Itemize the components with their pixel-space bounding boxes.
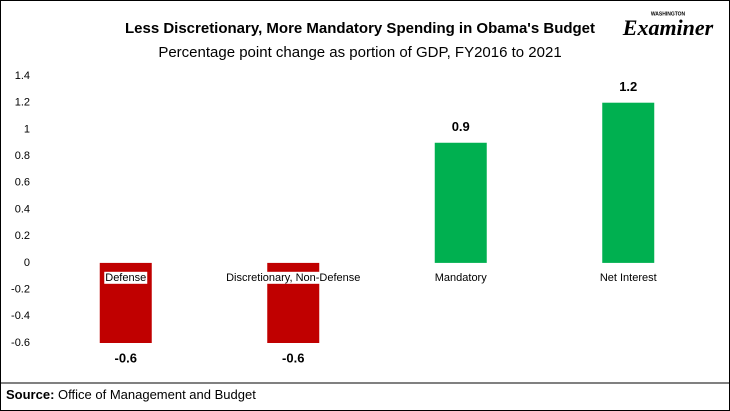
value-label: -0.6	[282, 350, 304, 365]
source-label: Source:	[6, 387, 54, 402]
x-tick-label: Net Interest	[600, 272, 657, 284]
y-tick-label: -0.4	[11, 310, 30, 322]
y-tick-label: 0.8	[15, 150, 30, 162]
x-tick-label: Defense	[105, 272, 146, 284]
x-tick-label-bg	[598, 271, 658, 284]
bar	[434, 142, 487, 263]
y-tick-label: 0.6	[15, 177, 30, 189]
x-tick-label: Mandatory	[435, 272, 487, 284]
value-label: 1.2	[619, 79, 637, 94]
x-tick-label-bg	[104, 271, 148, 284]
x-tick-label-bg	[225, 271, 362, 284]
source-text: Office of Management and Budget	[58, 387, 256, 402]
y-tick-label: 1	[24, 123, 30, 135]
y-tick-label: -0.6	[11, 337, 30, 349]
logo-name: Examiner	[622, 15, 714, 40]
y-tick-label: 0.4	[15, 203, 30, 215]
y-tick-label: -0.2	[11, 284, 30, 296]
value-label: -0.6	[115, 350, 137, 365]
y-tick-label: 0	[24, 257, 30, 269]
chart-subtitle: Percentage point change as portion of GD…	[158, 44, 561, 61]
y-tick-label: 1.4	[15, 70, 30, 82]
bar	[602, 102, 655, 263]
x-tick-label-bg	[433, 271, 489, 284]
value-label: 0.9	[452, 119, 470, 134]
y-tick-label: 0.2	[15, 230, 30, 242]
source: Source: Office of Management and Budget	[6, 387, 256, 402]
x-tick-label: Discretionary, Non-Defense	[226, 272, 360, 284]
logo-top: WASHINGTON	[651, 11, 686, 17]
y-tick-label: 1.2	[15, 97, 30, 109]
chart-title: Less Discretionary, More Mandatory Spend…	[125, 20, 595, 37]
